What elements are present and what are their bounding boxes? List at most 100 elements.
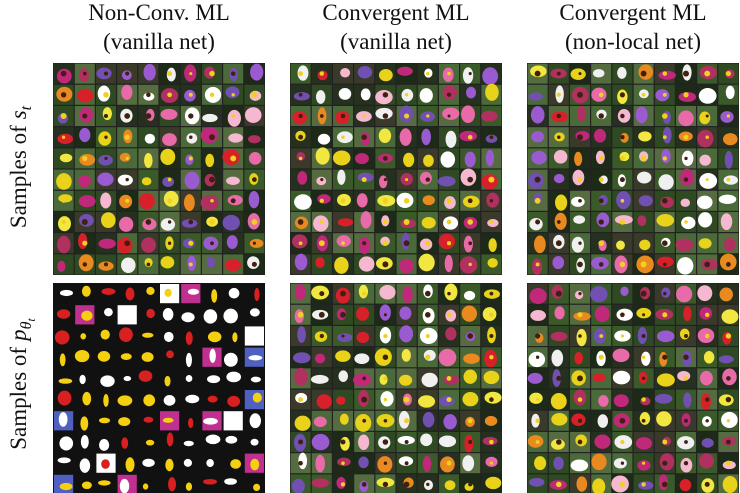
sample-flower bbox=[591, 87, 607, 102]
sample-flower-center bbox=[82, 262, 88, 267]
sample-flower-center bbox=[705, 135, 709, 139]
sample-flower bbox=[459, 256, 478, 274]
sample-blob bbox=[164, 288, 172, 297]
sample-flower-center bbox=[383, 219, 388, 225]
sample-flower bbox=[438, 233, 455, 250]
sample-blob bbox=[143, 394, 156, 407]
sample-flower-center bbox=[726, 114, 731, 118]
sample-flower bbox=[445, 130, 457, 148]
sample-flower bbox=[399, 325, 414, 343]
sample-flower-center bbox=[683, 418, 689, 423]
sample-blob bbox=[165, 458, 174, 472]
sample-flower bbox=[332, 150, 351, 166]
sample-flower bbox=[375, 90, 393, 105]
sample-flower-center bbox=[189, 135, 193, 139]
sample-flower bbox=[338, 88, 352, 100]
sample-flower bbox=[375, 107, 393, 120]
sample-flower bbox=[718, 355, 734, 364]
sample-flower-center bbox=[81, 219, 88, 225]
sample-blob bbox=[103, 394, 109, 407]
sample-flower-center bbox=[598, 240, 604, 246]
sample-flower-center bbox=[362, 418, 367, 423]
sample-flower bbox=[659, 453, 675, 471]
sample-blob bbox=[98, 417, 111, 424]
sample-flower bbox=[636, 171, 652, 184]
sample-flower bbox=[378, 128, 392, 143]
sample-blob bbox=[203, 417, 218, 425]
sample-flower-center bbox=[598, 156, 604, 161]
sample-flower-center bbox=[404, 418, 410, 424]
sample-flower bbox=[594, 306, 610, 323]
sample-flower-center bbox=[577, 418, 583, 423]
sample-flower bbox=[205, 153, 215, 168]
sample-flower bbox=[335, 350, 351, 362]
sample-flower bbox=[226, 235, 238, 250]
sample-flower-center bbox=[467, 219, 473, 225]
sample-flower bbox=[250, 63, 264, 81]
sample-flower bbox=[681, 150, 694, 166]
sample-blob bbox=[168, 477, 177, 492]
sample-flower bbox=[248, 135, 261, 144]
sample-blob bbox=[162, 308, 174, 321]
sample-flower bbox=[144, 133, 156, 144]
sample-flower bbox=[459, 130, 478, 142]
sample-blob bbox=[58, 412, 68, 427]
sample-blob bbox=[185, 374, 193, 382]
sample-blob bbox=[80, 435, 89, 449]
sample-flower-center bbox=[598, 481, 604, 488]
sample-flower-center bbox=[382, 261, 389, 268]
sample-flower-center bbox=[383, 461, 388, 465]
sample-flower-center bbox=[382, 198, 389, 204]
sample-flower bbox=[462, 67, 474, 84]
sample-flower-center bbox=[251, 91, 258, 98]
sample-flower-center bbox=[556, 113, 562, 119]
sample-flower bbox=[397, 66, 413, 76]
sample-flower bbox=[100, 192, 112, 209]
sample-flower-center bbox=[683, 134, 689, 140]
sample-flower bbox=[438, 435, 457, 448]
sample-blob bbox=[146, 308, 155, 319]
sample-flower-center bbox=[61, 220, 66, 224]
sample-flower-center bbox=[383, 313, 387, 317]
sample-flower bbox=[437, 176, 456, 187]
sample-flower-center bbox=[404, 156, 409, 161]
sample-flower bbox=[697, 285, 713, 302]
sample-flower bbox=[117, 174, 133, 186]
sample-flower-center bbox=[725, 333, 732, 339]
sample-blob bbox=[209, 348, 216, 363]
sample-blob bbox=[250, 376, 262, 383]
sample-blob bbox=[80, 416, 89, 431]
sample-flower-center bbox=[641, 418, 646, 423]
sample-grid bbox=[527, 283, 739, 493]
sample-flower bbox=[439, 395, 455, 407]
sample-flower-center bbox=[341, 135, 345, 139]
sample-flower bbox=[315, 454, 325, 473]
sample-flower-center bbox=[704, 481, 710, 487]
sample-flower bbox=[317, 194, 331, 204]
sample-blob bbox=[143, 416, 154, 423]
sample-flower-center bbox=[403, 219, 410, 225]
sample-flower bbox=[315, 147, 330, 165]
sample-flower bbox=[529, 288, 547, 305]
sample-flower bbox=[339, 413, 349, 425]
sample-flower bbox=[420, 433, 433, 447]
sample-flower bbox=[76, 88, 94, 103]
sample-flower-center bbox=[661, 240, 668, 247]
sample-flower-center bbox=[467, 333, 474, 339]
sample-flower bbox=[100, 212, 116, 229]
sample-flower bbox=[423, 349, 436, 361]
column-subtitle: (vanilla net) bbox=[103, 29, 215, 54]
sample-flower-center bbox=[188, 262, 193, 267]
sample-flower bbox=[78, 175, 92, 188]
sample-flower bbox=[358, 256, 375, 272]
sample-flower bbox=[485, 83, 499, 101]
sample-flower-center bbox=[620, 439, 625, 445]
sample-flower-center bbox=[340, 482, 346, 487]
sample-flower bbox=[292, 234, 308, 249]
sample-flower bbox=[297, 326, 306, 343]
sample-blob bbox=[254, 287, 260, 302]
sample-flower bbox=[697, 195, 713, 209]
sample-blob bbox=[166, 432, 174, 447]
sample-flower-center bbox=[125, 71, 130, 76]
sample-blob bbox=[207, 331, 222, 343]
